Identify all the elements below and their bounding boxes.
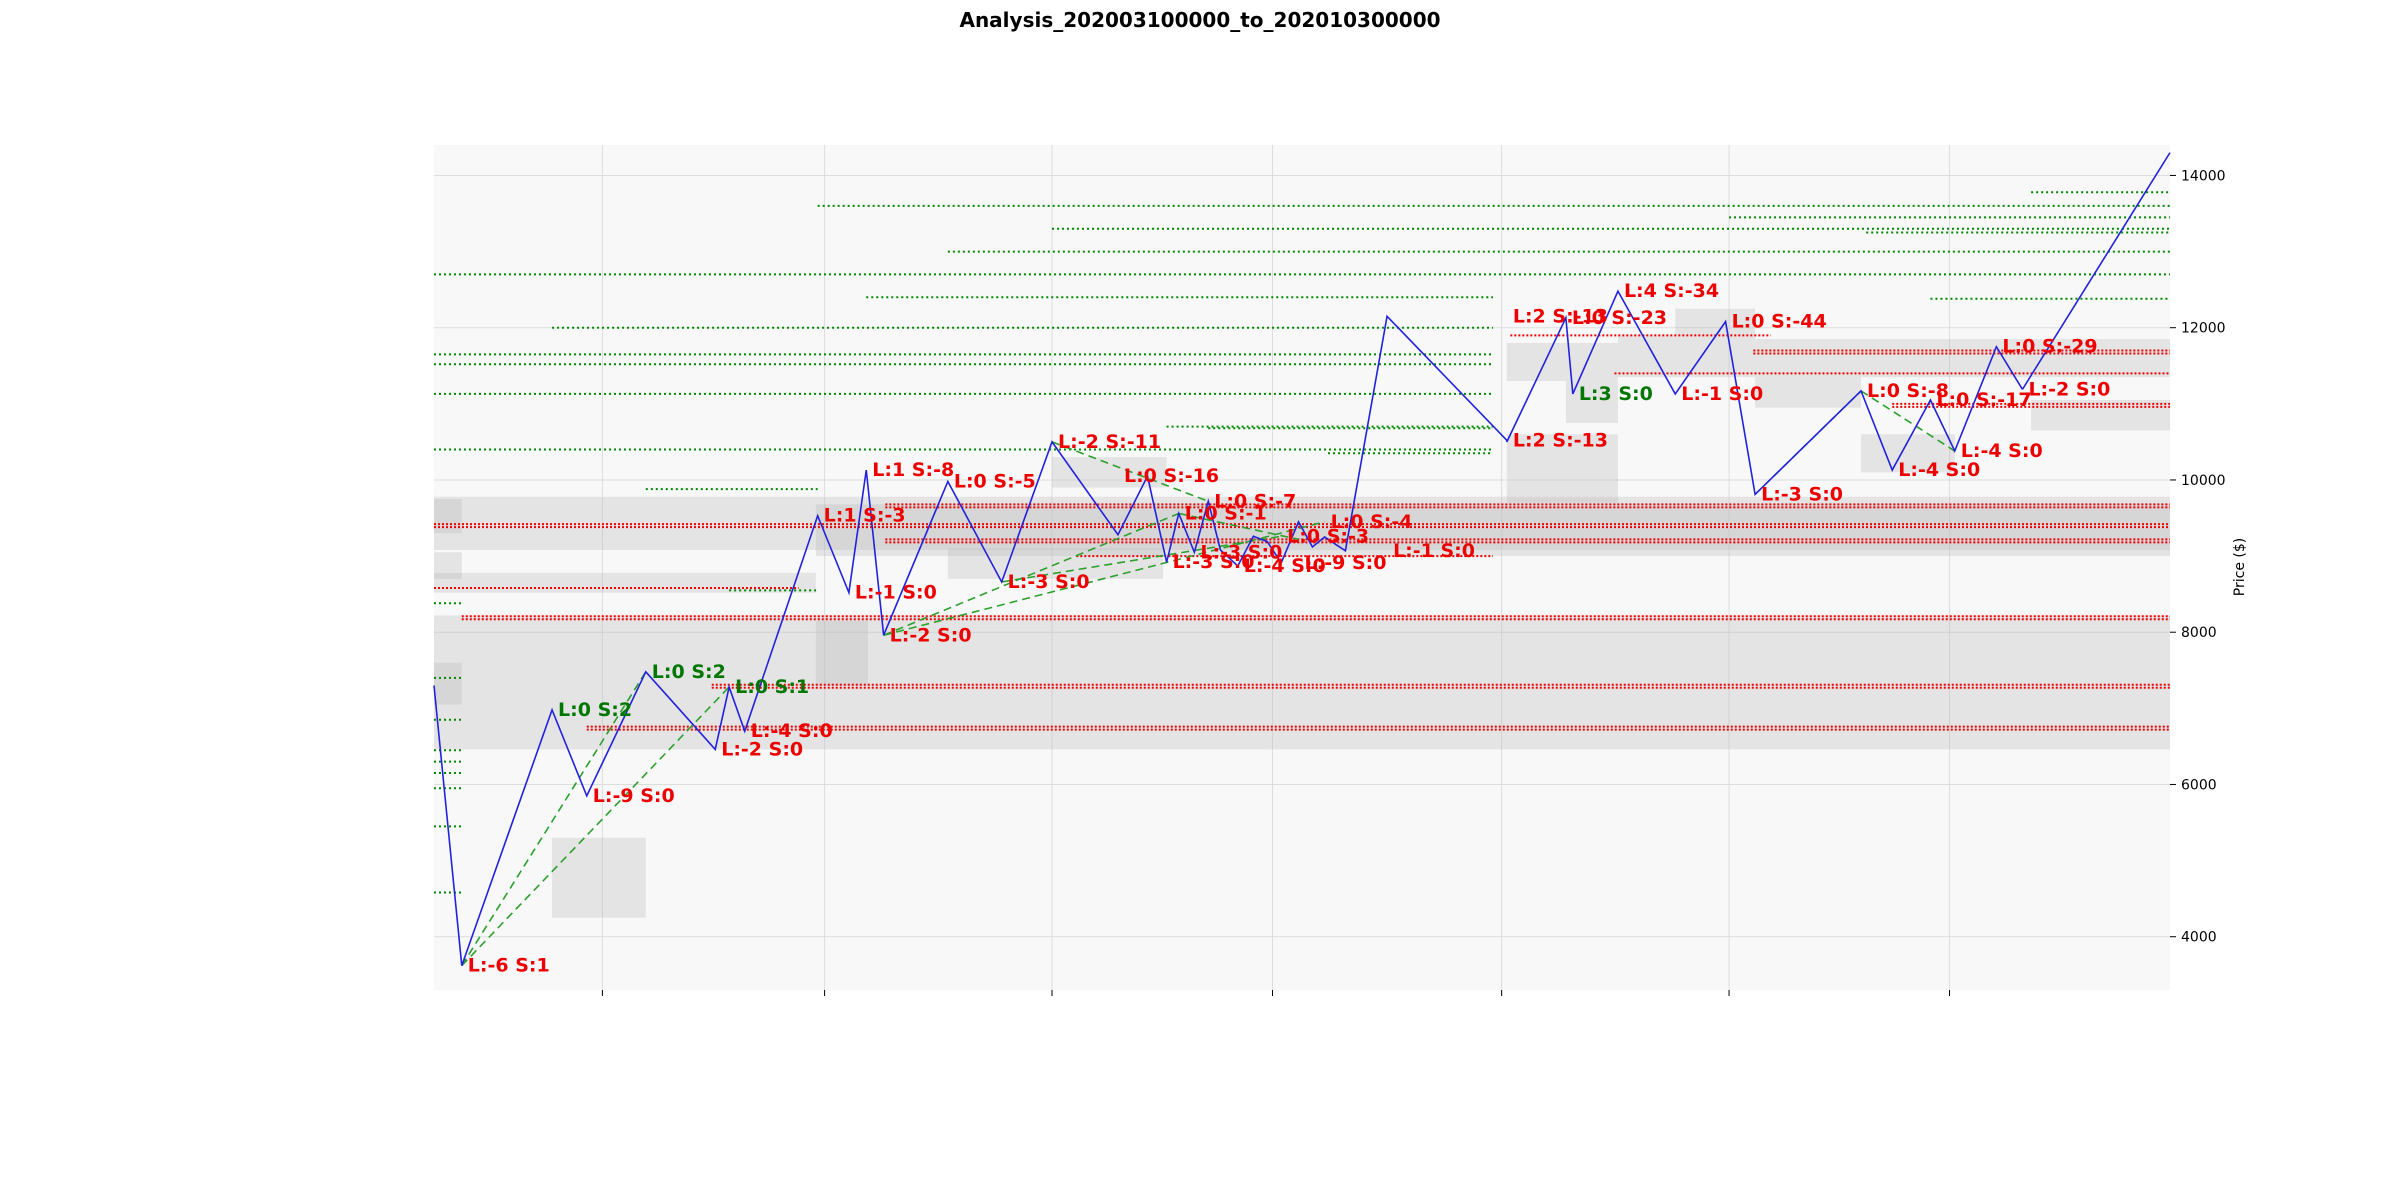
- zone-rect: [1755, 339, 2170, 378]
- annotation-label: L:-9 S:0: [593, 785, 675, 807]
- trend-line: [461, 671, 647, 967]
- annotation-label: L:-3 S:0: [1200, 541, 1282, 563]
- annotation-label: L:0 S:-1: [1185, 502, 1267, 524]
- zone-rect: [434, 552, 462, 579]
- annotation-label: L:-2 S:-11: [1058, 431, 1161, 453]
- annotation-label: L:0 S:1: [735, 676, 809, 698]
- annotation-label: L:0 S:-3: [1287, 525, 1369, 547]
- y-tick-label: 10000: [2181, 473, 2226, 489]
- annotation-label: L:0 S:-44: [1732, 311, 1827, 333]
- annotation-label: L:-1 S:0: [855, 582, 937, 604]
- chart-title: Analysis_202003100000_to_202010300000: [959, 8, 1441, 32]
- annotation-label: L:-4 S:0: [1961, 440, 2043, 462]
- zone-rect: [434, 662, 462, 705]
- zone-rect: [1755, 377, 1861, 408]
- annotation-label: L:-1 S:0: [1393, 540, 1475, 562]
- zone-rect: [1506, 434, 1618, 503]
- annotation-label: L:0 S:-16: [1124, 465, 1219, 487]
- price-line: [2021, 152, 2171, 390]
- zone-rect: [2031, 400, 2170, 431]
- price-line: [433, 289, 2024, 966]
- annotation-label: L:-3 S:0: [1008, 571, 1090, 593]
- annotation-label: L:1 S:-3: [824, 505, 906, 527]
- annotations: L:-6 S:1L:0 S:2L:-9 S:0L:0 S:2L:-2 S:0L:…: [468, 280, 2111, 976]
- annotation-label: L:-2 S:0: [721, 738, 803, 760]
- axes: 4000 6000 8000 10000 12000 14000: [601, 168, 2226, 996]
- plot-background: [434, 145, 2170, 990]
- zone-rect: [1506, 342, 1618, 381]
- zone-rect: [1052, 457, 1167, 488]
- annotation-label: L:-9 S:0: [1305, 552, 1387, 574]
- zone-rect: [815, 504, 2171, 557]
- annotation-label: L:0 S:-29: [2002, 336, 2097, 358]
- annotation-label: L:2 S:-13: [1513, 305, 1608, 327]
- y-tick-label: 14000: [2181, 168, 2226, 184]
- annotation-label: L:-2 S:0: [890, 624, 972, 646]
- annotation-label: L:0 S:-5: [954, 470, 1036, 492]
- annotation-label: L:3 S:0: [1579, 383, 1653, 405]
- trend-line: [1001, 535, 1282, 583]
- annotation-label: L:-6 S:1: [468, 955, 550, 977]
- annotation-label: L:0 S:-7: [1214, 490, 1296, 512]
- annotation-label: L:-1 S:0: [1681, 383, 1763, 405]
- y-tick-label: 6000: [2181, 777, 2217, 793]
- annotation-label: L:-4 S:0: [751, 720, 833, 742]
- zone-rect: [552, 837, 646, 918]
- levels: [434, 191, 2170, 894]
- price-series: [433, 152, 2171, 966]
- annotation-label: L:-4 S:0: [1898, 459, 1980, 481]
- annotation-label: L:4 S:-34: [1624, 280, 1719, 302]
- y-tick-label: 8000: [2181, 625, 2217, 641]
- trend-line: [1860, 390, 1956, 452]
- zone-rect: [434, 572, 816, 593]
- annotation-label: L:0 S:2: [558, 699, 632, 721]
- zone-rect: [815, 620, 868, 686]
- zone-rect: [1565, 380, 1618, 423]
- annotation-label: L:0 S:-4: [1331, 511, 1413, 533]
- zone-rect: [1675, 308, 1756, 336]
- trend-line: [1178, 512, 1299, 541]
- annotation-label: L:-3 S:0: [1761, 483, 1843, 505]
- trend-line: [883, 512, 1180, 636]
- y-tick-label: 12000: [2181, 321, 2226, 337]
- annotation-label: L:0 S:2: [652, 661, 726, 683]
- annotation-label: L:0 S:-23: [1572, 307, 1667, 329]
- annotation-label: L:-3 S:0: [1173, 551, 1255, 573]
- annotation-label: L:0 S:-8: [1867, 380, 1949, 402]
- y-axis-label: Price ($): [2232, 538, 2248, 596]
- annotation-label: L:1 S:-8: [872, 459, 954, 481]
- trend-line: [1051, 441, 1209, 503]
- annotation-label: L:-2 S:0: [2028, 378, 2110, 400]
- annotation-label: L:-4 S:0: [1244, 555, 1326, 577]
- annotation-label: L:0 S:-17: [1936, 389, 2031, 411]
- annotation-label: L:2 S:-13: [1513, 429, 1608, 451]
- y-tick-label: 4000: [2181, 930, 2217, 946]
